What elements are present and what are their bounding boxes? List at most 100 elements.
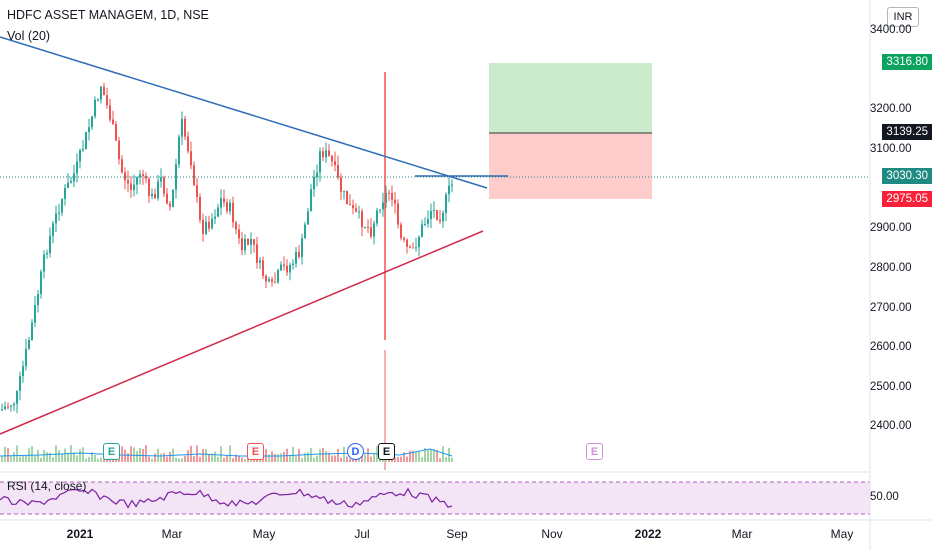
volume-bar [166, 456, 168, 462]
candle-body [166, 193, 168, 204]
volume-bar [208, 454, 210, 462]
volume-bar [211, 453, 213, 462]
candle-body [427, 218, 429, 224]
stop-zone[interactable] [489, 133, 652, 199]
candle-body [25, 348, 27, 367]
volume-bar [445, 457, 447, 462]
volume-bar [328, 452, 330, 462]
candle-body [256, 244, 258, 263]
upcoming-earnings-badge[interactable]: E [586, 443, 603, 460]
candle-body [295, 251, 297, 264]
candle-body [319, 151, 321, 173]
candle-body [115, 124, 117, 141]
volume-bar [325, 450, 327, 462]
price-tick: 2600.00 [870, 341, 912, 353]
currency-button[interactable]: INR [887, 7, 919, 27]
volume-bar [394, 457, 396, 462]
upper-trendline[interactable] [0, 36, 488, 189]
candle-body [142, 174, 144, 177]
candle-body [250, 239, 252, 245]
volume-bar [436, 450, 438, 462]
candle-body [268, 279, 270, 282]
candle-body [82, 148, 84, 151]
volume-bar [169, 451, 171, 462]
candle-body [340, 177, 342, 192]
volume-bar [421, 457, 423, 462]
candle-body [280, 264, 282, 271]
time-tick: Jul [354, 527, 370, 541]
candle-body [445, 194, 447, 214]
volume-bar [439, 458, 441, 462]
lower-trendline[interactable] [0, 230, 484, 435]
candle-body [331, 155, 333, 162]
candle-body [31, 322, 33, 340]
earnings-badge[interactable]: E [378, 443, 395, 460]
volume-bar [430, 448, 432, 462]
last-price-label: 3030.30 [882, 168, 932, 184]
volume-bar [25, 455, 27, 462]
candle-body [154, 193, 156, 199]
candle-body [418, 236, 420, 248]
candle-body [124, 172, 126, 181]
candle-body [292, 263, 294, 266]
volume-bar [4, 446, 6, 462]
candle-body [40, 271, 42, 295]
candle-body [232, 202, 234, 223]
candle-body [430, 211, 432, 219]
stop-price-label: 2975.05 [882, 191, 932, 207]
symbol-title[interactable]: HDFC ASSET MANAGEM, 1D, NSE [7, 8, 209, 22]
candle-body [364, 226, 366, 228]
volume-bar [373, 454, 375, 462]
volume-bar [310, 447, 312, 462]
candle-body [1, 409, 3, 411]
rsi-legend[interactable]: RSI (14, close) [7, 479, 87, 493]
candle-body [88, 127, 90, 133]
candle-body [181, 118, 183, 137]
earnings-badge[interactable]: E [247, 443, 264, 460]
candle-body [214, 216, 216, 219]
volume-bar [199, 456, 201, 462]
volume-bar [43, 449, 45, 462]
earnings-badge[interactable]: E [103, 443, 120, 460]
candle-body [439, 219, 441, 222]
volume-bar [133, 447, 135, 462]
volume-bar [400, 456, 402, 462]
candle-body [172, 189, 174, 207]
price-tick: 3100.00 [870, 143, 912, 155]
candle-body [64, 188, 66, 199]
time-tick: May [830, 527, 854, 541]
volume-bar [157, 448, 159, 462]
volume-bar [13, 452, 15, 462]
volume-bar [418, 451, 420, 462]
volume-legend[interactable]: Vol (20) [7, 29, 51, 43]
volume-bar [223, 457, 225, 462]
candle-body [451, 184, 453, 186]
candle-body [193, 165, 195, 186]
volume-bar [220, 446, 222, 462]
volume-bar [136, 451, 138, 462]
candle-body [61, 198, 63, 213]
target-zone[interactable] [489, 63, 652, 133]
volume-bar [301, 458, 303, 462]
candle-body [361, 211, 363, 228]
volume-bar [313, 457, 315, 462]
candle-body [316, 172, 318, 178]
volume-bar [184, 455, 186, 462]
dividend-badge[interactable]: D [347, 443, 364, 460]
candle-body [160, 177, 162, 182]
candle-body [208, 221, 210, 229]
candle-body [100, 86, 102, 100]
candle-body [70, 181, 72, 183]
volume-bar [343, 446, 345, 462]
candle-body [259, 260, 261, 263]
volume-bar [277, 454, 279, 462]
candle-body [286, 265, 288, 273]
volume-bar [424, 447, 426, 462]
candle-body [211, 218, 213, 229]
volume-bar [238, 455, 240, 462]
candle-body [196, 185, 198, 197]
candle-body [55, 213, 57, 224]
candle-body [73, 173, 75, 182]
